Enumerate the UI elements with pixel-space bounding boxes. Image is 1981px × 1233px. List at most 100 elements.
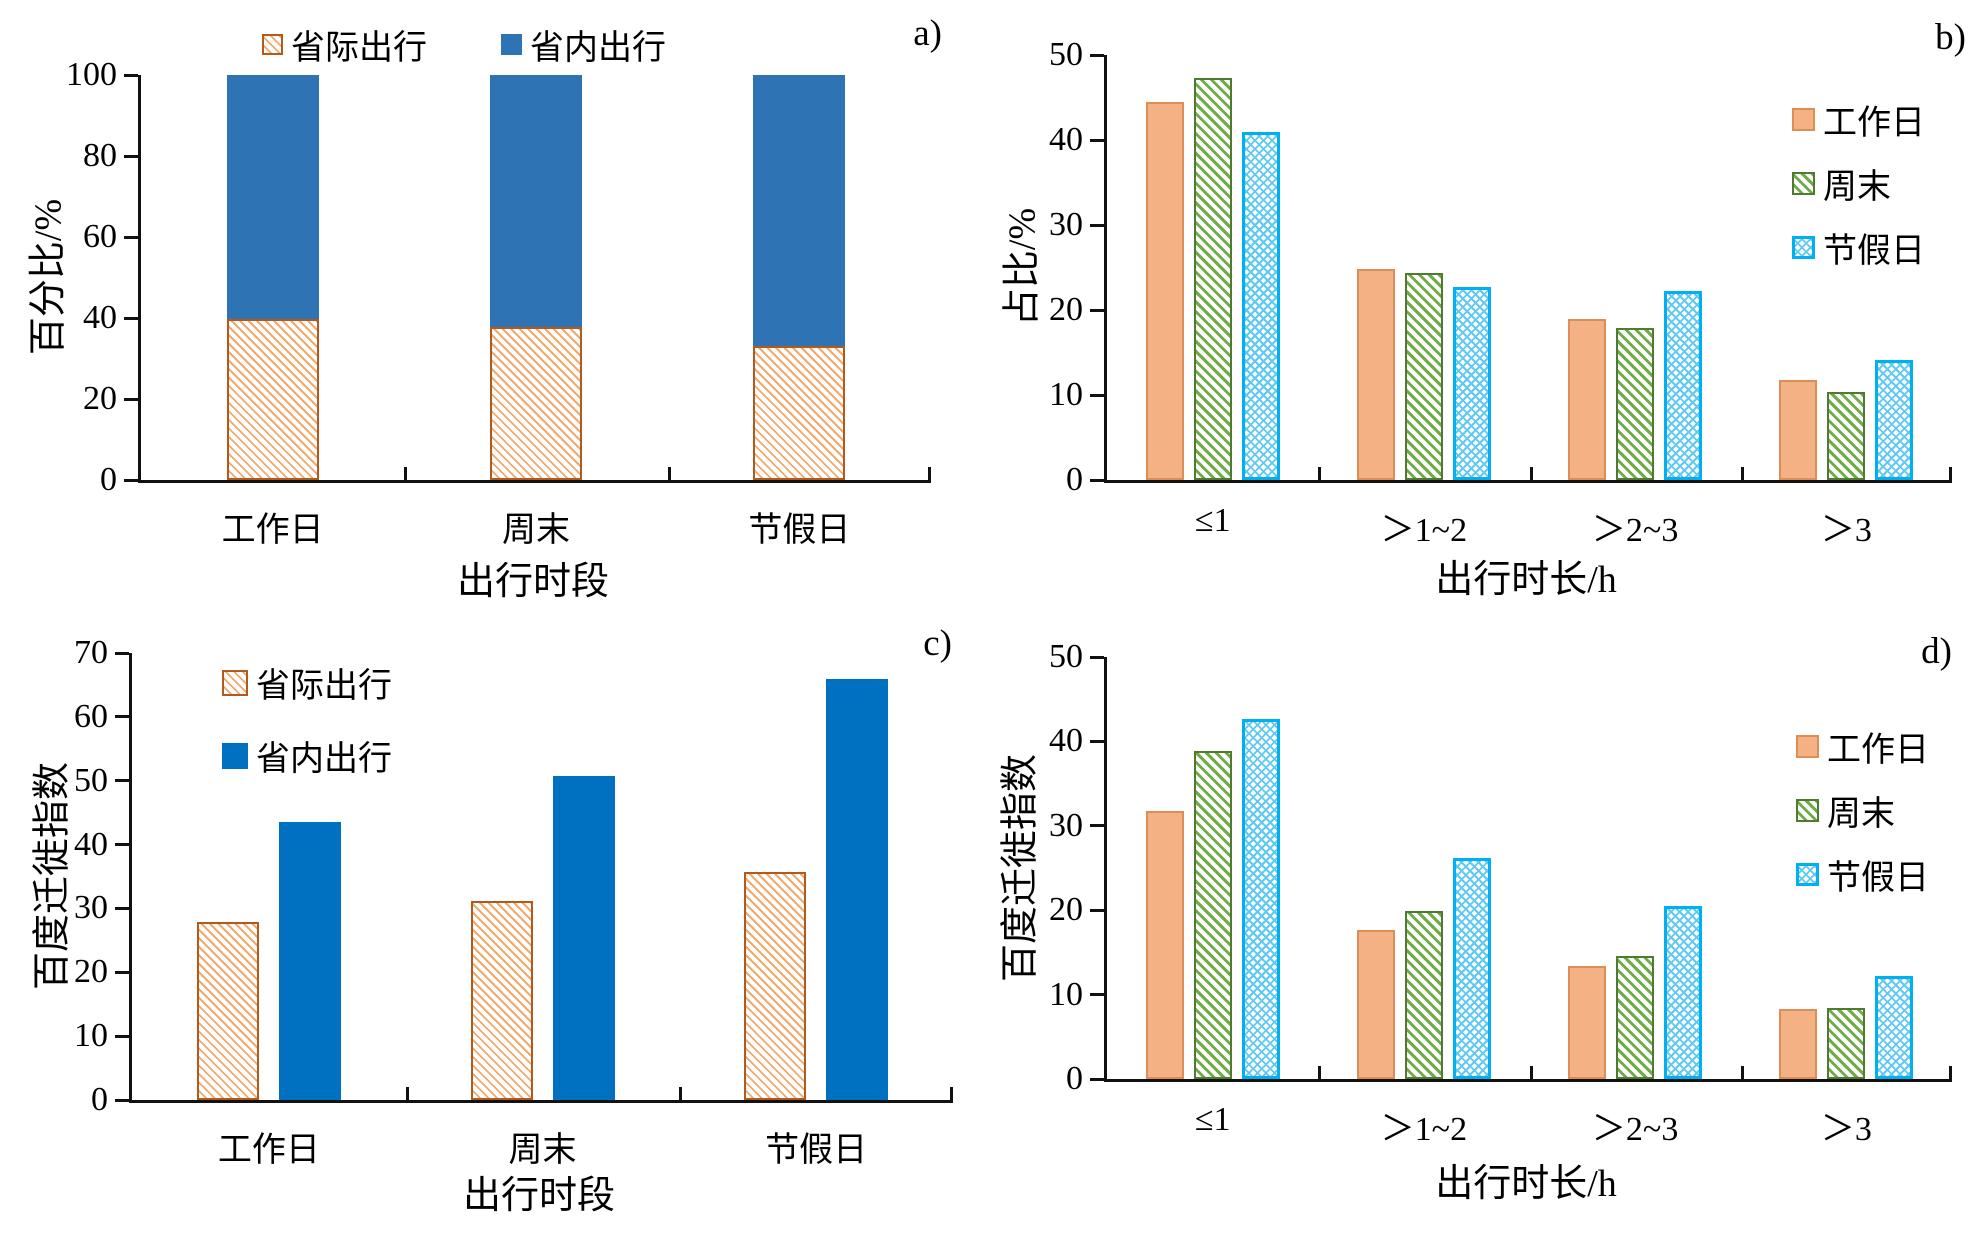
x-axis-tick <box>950 1087 953 1100</box>
legend-label: 省际出行 <box>256 668 392 705</box>
x-axis-tick <box>1318 467 1322 480</box>
x-axis-tick <box>1529 467 1533 480</box>
legend-item-周末: 周末 <box>1792 159 1925 208</box>
y-axis-tick-label: 0 <box>1066 461 1083 498</box>
y-axis-tick-label: 10 <box>74 1017 108 1055</box>
bar-工作日-＞1~2 <box>1356 269 1395 480</box>
panel-b-corner-label: b) <box>1935 17 1966 58</box>
y-axis-tick <box>124 316 138 320</box>
panel-d-x-axis-title: 出行时长/h <box>1435 1163 1617 1205</box>
y-axis-tick-label: 60 <box>74 697 108 735</box>
y-axis-tick-label: 50 <box>74 761 108 799</box>
y-axis-tick-label: 60 <box>83 218 117 255</box>
y-axis-tick-label: 40 <box>74 825 108 863</box>
y-axis-tick <box>115 970 129 974</box>
x-axis-tick <box>1318 1066 1322 1079</box>
y-axis-tick-label: 20 <box>1049 291 1083 328</box>
bar-工作日-≤1 <box>1145 811 1184 1079</box>
panel-c-corner-label: c) <box>923 623 952 664</box>
legend-item-节假日: 节假日 <box>1796 850 1929 899</box>
legend-swatch-icon <box>222 742 248 769</box>
bar-节假日-＞2~3 <box>1664 291 1703 480</box>
y-axis-tick <box>1090 739 1104 743</box>
y-axis-tick <box>124 397 138 401</box>
bar-省际出行-节假日 <box>744 872 807 1100</box>
y-axis-tick <box>1090 824 1104 828</box>
panel-a: a) 百分比/% 省际出行 省内出行 0 20 40 60 80 100 工作日 周末 节假日 出… <box>0 0 990 616</box>
y-axis-tick-label: 0 <box>91 1081 108 1118</box>
x-axis-tick <box>404 467 408 480</box>
panel-a-x-axis-title: 出行时段 <box>456 561 610 603</box>
bar-周末-≤1 <box>1193 750 1232 1079</box>
x-category-label: ＞1~2 <box>1380 512 1468 549</box>
bar-工作日-＞2~3 <box>1568 965 1607 1079</box>
x-category-label: ≤1 <box>1194 502 1231 539</box>
bar-周末-≤1 <box>1193 77 1232 480</box>
legend-item-省内出行: 省内出行 <box>222 731 392 780</box>
x-axis-tick <box>667 467 671 480</box>
y-axis-tick-label: 40 <box>83 299 117 336</box>
y-axis-tick-label: 10 <box>1049 975 1083 1013</box>
bar-省内出行-节假日 <box>826 679 889 1100</box>
x-axis-tick <box>1529 1066 1533 1079</box>
legend-item-省内出行: 省内出行 <box>501 20 666 69</box>
panel-b: b) 占比/% 工作日 周末 节假日 0 10 20 30 40 50 ≤1 ＞1~2 ＞2~3 ＞3… <box>990 0 1980 616</box>
y-axis-tick <box>1090 138 1104 142</box>
legend-label: 节假日 <box>1827 860 1929 897</box>
bar-节假日-＞1~2 <box>1452 287 1491 480</box>
y-axis-tick <box>115 651 129 655</box>
panel-b-x-axis-title: 出行时长/h <box>1435 559 1617 601</box>
bar-省际出行-周末 <box>470 900 533 1100</box>
panel-d-corner-label: d) <box>1921 631 1952 672</box>
bar-工作日-＞2~3 <box>1568 319 1607 480</box>
y-axis-tick-label: 20 <box>74 953 108 991</box>
legend-swatch-icon <box>262 34 283 55</box>
bar-工作日-＞3 <box>1779 1008 1818 1079</box>
x-axis-tick <box>1740 467 1744 480</box>
bar-节假日-＞3 <box>1875 360 1914 480</box>
y-axis-tick <box>115 715 129 719</box>
x-category-label: 周末 <box>502 512 570 549</box>
y-axis-tick <box>124 73 138 77</box>
y-axis-tick-label: 50 <box>1049 638 1083 675</box>
y-axis-tick <box>1090 655 1104 659</box>
x-category-label: ＞2~3 <box>1591 512 1679 549</box>
panel-a-plot-area: 0 20 40 60 80 100 工作日 周末 节假日 <box>66 56 931 549</box>
y-axis-tick-label: 30 <box>74 889 108 927</box>
legend-item-工作日: 工作日 <box>1792 95 1925 144</box>
bar-省际出行-工作日 <box>226 319 319 480</box>
bar-周末-＞3 <box>1827 1008 1866 1079</box>
x-axis-tick <box>1740 1066 1744 1079</box>
x-axis-tick <box>1949 1066 1952 1079</box>
bar-节假日-＞3 <box>1875 976 1914 1079</box>
legend-item-周末: 周末 <box>1796 786 1929 835</box>
bar-节假日-≤1 <box>1241 131 1280 480</box>
panel-b-plot-area: 0 10 20 30 40 50 ≤1 ＞1~2 ＞2~3 ＞3 <box>1049 36 1952 549</box>
bar-节假日-≤1 <box>1241 718 1280 1079</box>
y-axis-tick <box>1090 478 1104 482</box>
y-axis-tick <box>1090 393 1104 397</box>
legend-label: 省际出行 <box>291 30 427 67</box>
panel-a-y-axis-title: 百分比/% <box>27 198 70 356</box>
panel-d-legend: 工作日 周末 节假日 <box>1796 722 1929 899</box>
bar-省内出行-周末 <box>552 775 615 1100</box>
panel-d: d) 百度迁徙指数 工作日 周末 节假日 0 10 20 30 40 50 ≤1 ＞1~2 ＞2~3… <box>990 616 1980 1232</box>
bar-省内出行-节假日 <box>753 75 846 347</box>
y-axis-tick <box>1090 908 1104 912</box>
legend-swatch-icon <box>1796 863 1819 886</box>
y-axis-tick <box>124 235 138 239</box>
bar-周末-＞3 <box>1827 392 1866 480</box>
bar-周末-＞2~3 <box>1616 327 1655 480</box>
panel-c-legend: 省际出行省内出行 <box>222 658 392 780</box>
bar-周末-＞2~3 <box>1616 955 1655 1079</box>
x-category-label: 节假日 <box>748 512 851 549</box>
y-axis-tick-label: 70 <box>74 634 108 671</box>
panel-d-plot-area: 0 10 20 30 40 50 ≤1 ＞1~2 ＞2~3 ＞3 <box>1049 638 1952 1148</box>
legend-item-节假日: 节假日 <box>1792 223 1925 272</box>
y-axis-tick-label: 80 <box>83 137 117 174</box>
bar-节假日-＞2~3 <box>1664 905 1703 1079</box>
panel-b-legend: 工作日 周末 节假日 <box>1792 95 1925 272</box>
panel-a-legend: 省际出行 省内出行 <box>262 20 666 69</box>
y-axis-tick <box>1090 1077 1104 1081</box>
